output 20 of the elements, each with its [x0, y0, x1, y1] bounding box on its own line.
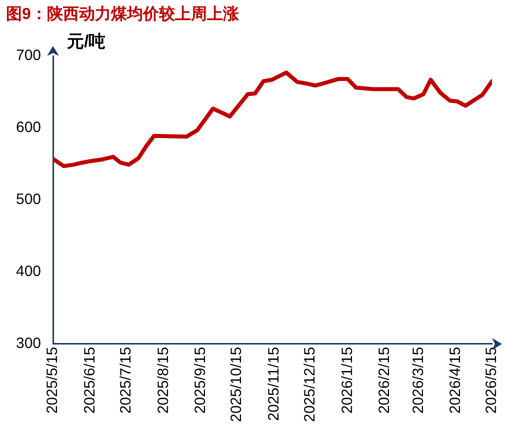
x-tick-label: 2025/6/15	[81, 346, 98, 414]
x-tick-label: 2025/5/15	[44, 346, 62, 414]
y-axis-title: 元/吨	[67, 31, 106, 53]
x-tick-label: 2025/9/15	[192, 346, 210, 414]
x-tick-label: 2025/12/15	[302, 346, 319, 422]
x-tick-label: 2026/2/15	[376, 346, 394, 414]
chart-title: 图9：陕西动力煤均价较上周上涨	[6, 4, 239, 25]
y-tick-label: 600	[16, 119, 42, 136]
y-tick-label: 500	[16, 191, 42, 208]
y-tick-label: 300	[16, 335, 42, 352]
x-tick-label: 2026/3/15	[410, 346, 427, 414]
x-tick-label: 2026/5/15	[483, 346, 500, 414]
x-tick-label: 2025/10/15	[228, 346, 246, 422]
y-tick-label: 400	[16, 263, 42, 280]
x-tick-label: 2026/4/15	[447, 346, 464, 414]
y-tick-label: 700	[16, 47, 42, 64]
x-tick-label: 2026/1/15	[338, 346, 356, 414]
x-tick-label: 2025/8/15	[154, 346, 172, 414]
x-tick-label: 2025/11/15	[265, 346, 282, 421]
x-tick-label: 2025/7/15	[118, 346, 135, 414]
